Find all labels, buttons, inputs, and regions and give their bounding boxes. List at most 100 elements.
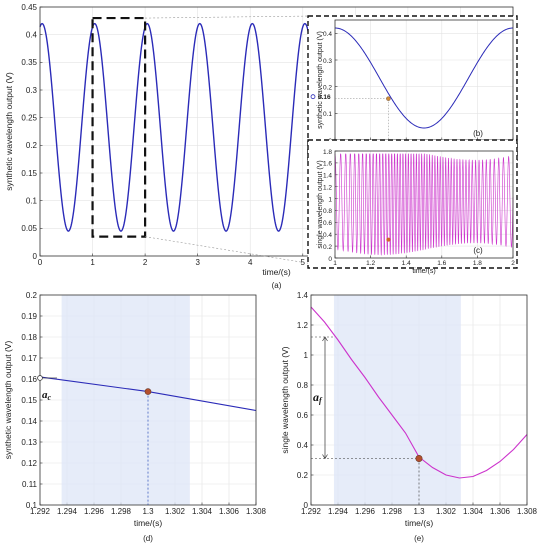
- y-tick-label: 0.15: [21, 396, 37, 405]
- bracket-arrow-up: [322, 336, 328, 342]
- x-tick-label: 1.304: [463, 507, 484, 516]
- panel-b: 11.21.41.61.8200.10.20.30.40.16time/(s)s…: [307, 15, 518, 161]
- y-tick-label: 1.2: [297, 321, 309, 330]
- axes-box: [310, 294, 528, 506]
- panel-d: 1.292 1.294 1.296 1.298 1.3 1.302 1.304 1.306 1.…: [3, 291, 267, 543]
- y-tick-label: 0.1: [323, 111, 332, 118]
- x-tick-label: 2: [511, 260, 515, 267]
- y-tick-label: 1: [328, 196, 332, 203]
- x-axis-label: time/(s): [134, 518, 163, 528]
- start-marker: [37, 375, 43, 381]
- y-tick-label: 0.2: [26, 141, 38, 150]
- x-tick-label: 1.302: [436, 507, 457, 516]
- data-marker: [415, 454, 423, 462]
- x-tick-label: 3: [195, 258, 200, 267]
- legend-value: 0.16: [318, 94, 331, 101]
- y-tick-label: 0.2: [26, 291, 38, 300]
- x-tick-label: 1: [333, 260, 337, 267]
- shaded-window: [333, 295, 461, 505]
- x-tick-label: 1.296: [84, 507, 105, 516]
- y-tick-label: 0.6: [323, 220, 332, 227]
- x-tick-label: 1.3: [413, 507, 425, 516]
- panel-c: 1 1.2 1.4 1.6 1.8 2 0 0.2 0.4 0.6 0.8 1 1.2 1.4 1.6 1.8…: [307, 139, 518, 275]
- y-tick-label: 0.2: [323, 84, 332, 91]
- y-tick-label: 0.2: [323, 244, 332, 251]
- y-tick-label: 1.4: [323, 173, 332, 180]
- y-tick-label: 0.3: [26, 86, 38, 95]
- caption-e: (e): [414, 534, 424, 543]
- y-tick-label: 0.4: [323, 232, 332, 239]
- x-tick-label: 1.304: [192, 507, 213, 516]
- data-marker: [386, 96, 391, 101]
- y-tick-label: 0.12: [21, 459, 37, 468]
- x-tick-label: 1.308: [517, 507, 538, 516]
- caption-c: (c): [473, 246, 483, 255]
- x-tick-label: 1: [90, 258, 95, 267]
- zoom-box: [91, 16, 147, 238]
- bracket-arrow-down: [322, 454, 328, 460]
- y-tick-label: 1.8: [323, 149, 332, 156]
- caption-a: (a): [272, 281, 282, 290]
- caption-d: (d): [143, 534, 153, 543]
- y-tick-label: 0.1: [26, 501, 38, 510]
- y-axis-label: synthetic wavelength output (V): [4, 72, 14, 191]
- y-tick-label: 1.6: [323, 161, 332, 168]
- series-line: [334, 27, 514, 129]
- y-tick-label: 0.05: [21, 224, 37, 233]
- x-tick-label: 1.294: [57, 507, 78, 516]
- annotation-label: af: [313, 390, 323, 405]
- y-tick-label: 0.4: [297, 441, 309, 450]
- y-tick-label: 0.13: [21, 438, 37, 447]
- x-tick-label: 4: [248, 258, 253, 267]
- y-tick-label: 0.15: [21, 169, 37, 178]
- annotation-subscript: f: [319, 396, 323, 405]
- y-tick-label: 1.2: [323, 184, 332, 191]
- x-tick-label: 1.306: [219, 507, 240, 516]
- x-tick-label: 1.292: [301, 507, 322, 516]
- axes-box: [334, 150, 514, 259]
- legend-marker: [310, 94, 316, 100]
- shaded-window: [61, 295, 190, 505]
- y-tick-label: 0.19: [21, 312, 37, 321]
- y-tick-label: 0.16: [21, 375, 37, 384]
- y-tick-label: 1: [304, 351, 309, 360]
- annotation-subscript: c: [48, 393, 52, 402]
- x-axis-label: time/(s): [262, 267, 291, 277]
- y-tick-label: 0.4: [26, 30, 38, 39]
- y-axis-label: synthetic wavelength output (V): [317, 31, 324, 129]
- x-tick-label: 1.298: [111, 507, 132, 516]
- y-tick-label: 0: [33, 252, 38, 261]
- annotation-label: ac: [42, 389, 52, 402]
- caption-b: (b): [473, 129, 483, 138]
- data-marker: [386, 237, 391, 242]
- x-tick-label: 1.306: [490, 507, 511, 516]
- x-tick-label: 1.296: [355, 507, 376, 516]
- x-tick-label: 1.3: [142, 507, 154, 516]
- y-tick-label: 0.6: [297, 411, 309, 420]
- y-tick-label: 0.25: [21, 113, 37, 122]
- y-tick-label: 0.11: [22, 480, 38, 489]
- y-tick-label: 0.18: [21, 333, 37, 342]
- x-tick-label: 1.302: [165, 507, 186, 516]
- x-tick-label: 1.294: [328, 507, 349, 516]
- zoom-connector: [145, 236, 314, 265]
- x-tick-label: 0: [38, 258, 43, 267]
- x-axis-label: time/(s): [405, 518, 434, 528]
- x-tick-label: 1.308: [246, 507, 267, 516]
- y-tick-label: 1.4: [297, 291, 309, 300]
- y-axis-label: single wavelength output (V): [280, 346, 290, 453]
- y-tick-label: 0.8: [323, 208, 332, 215]
- data-marker: [144, 388, 152, 395]
- x-axis-label: time/(s): [412, 268, 435, 275]
- y-tick-label: 0.17: [21, 354, 37, 363]
- y-axis-label: synthetic wavelength output (V): [3, 341, 13, 460]
- x-tick-label: 1.8: [473, 260, 482, 267]
- y-tick-label: 0.8: [297, 381, 309, 390]
- x-tick-label: 2: [143, 258, 148, 267]
- x-tick-label: 1.4: [402, 260, 411, 267]
- y-tick-label: 0.2: [297, 471, 309, 480]
- x-tick-label: 1.292: [30, 507, 51, 516]
- y-tick-label: 0.45: [21, 3, 37, 12]
- y-tick-label: 0.35: [21, 58, 37, 67]
